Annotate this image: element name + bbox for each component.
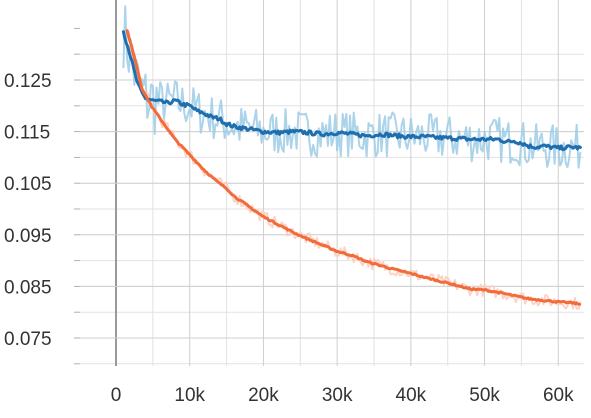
y-tick-label: 0.095 [4,226,52,247]
series-line [125,29,582,306]
x-tick-label: 50k [469,385,500,406]
x-tick-label: 30k [322,385,353,406]
x-tick-label: 10k [174,385,205,406]
grid [74,0,584,366]
y-tick-label: 0.125 [4,71,52,92]
raw-series-line [122,5,582,169]
series-line [121,30,582,152]
y-tick-label: 0.115 [4,123,50,144]
x-tick-label: 60k [543,385,574,406]
smoothed-series [121,29,582,306]
x-tick-label: 0 [111,385,122,406]
tick-labels: 0 10k 20k 30k 40k 50k 60k 0.075 0.085 0.095 0.105 0… [4,71,574,406]
x-tick-label: 20k [248,385,279,406]
y-tick-label: 0.075 [4,329,52,350]
y-tick-label: 0.105 [4,174,52,195]
y-tick-label: 0.085 [4,277,52,298]
x-tick-label: 40k [396,385,427,406]
